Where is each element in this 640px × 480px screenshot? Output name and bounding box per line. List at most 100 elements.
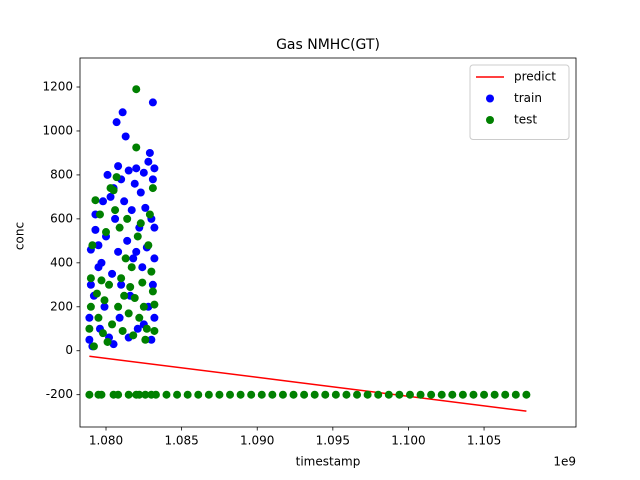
scatter-point [108,320,117,329]
scatter-point [405,390,414,399]
scatter-point [132,143,141,152]
scatter-point [85,324,94,333]
scatter-point [139,302,148,311]
legend-swatch [486,116,494,124]
scatter-point [257,390,266,399]
scatter-point [141,335,150,344]
scatter-point [135,390,144,399]
legend-box [469,64,570,140]
scatter-point [204,390,213,399]
y-tick-label: 1000 [42,123,73,137]
x-tick-label: 1.090 [240,434,274,448]
scatter-point [384,390,393,399]
scatter-point [511,390,520,399]
scatter-point [94,263,103,272]
scatter-point [98,197,107,206]
scatter-point [142,324,151,333]
scatter-point [133,324,142,333]
legend-label: predict [514,70,556,84]
x-offset-label: 1e9 [553,455,576,469]
scatter-point [300,390,309,399]
predict-line [89,355,527,412]
scatter-point [145,210,154,219]
x-axis-label: timestamp [296,455,361,469]
scatter-point [130,293,139,302]
scatter-point [118,108,127,117]
scatter-point [148,98,157,107]
scatter-point [129,254,138,263]
x-tick-label: 1.085 [164,434,198,448]
scatter-point [117,280,126,289]
scatter-point [150,223,159,232]
scatter-point [88,241,97,250]
scatter-point [310,390,319,399]
scatter-point [127,263,136,272]
scatter-point [151,390,160,399]
scatter-point [108,269,117,278]
scatter-point [102,228,111,237]
scatter-point [136,188,145,197]
scatter-point [173,390,182,399]
scatter-point [522,390,531,399]
scatter-point [92,289,101,298]
y-tick-label: 600 [50,211,73,225]
scatter-point [148,184,157,193]
scatter-point [129,331,138,340]
scatter-point [363,390,372,399]
scatter-point [114,390,123,399]
scatter-point [247,390,256,399]
y-tick-label: -200 [46,387,73,401]
scatter-point [114,162,123,171]
scatter-point [86,274,95,283]
x-tick-label: 1.105 [467,434,501,448]
scatter-point [130,179,139,188]
scatter-point [278,390,287,399]
scatter-point [416,390,425,399]
scatter-point [120,197,129,206]
x-tick-label: 1.095 [316,434,350,448]
scatter-point [194,390,203,399]
scatter-point [103,170,112,179]
scatter-point [331,390,340,399]
scatter-point [395,390,404,399]
scatter-point [236,390,245,399]
scatter-point [91,196,100,205]
scatter-point [138,278,147,287]
x-tick-label: 1.100 [391,434,425,448]
scatter-point [123,236,132,245]
scatter-point [353,390,362,399]
scatter-point [111,206,120,215]
scatter-point [97,390,106,399]
scatter-point [121,132,130,141]
scatter-point [91,225,100,234]
scatter-point [97,276,106,285]
plot-area [85,85,531,412]
scatter-point [148,280,157,289]
scatter-point [480,390,489,399]
scatter-point [138,263,147,272]
scatter-point [118,326,127,335]
axes-frame [79,57,577,428]
scatter-point [135,313,144,322]
scatter-point [321,390,330,399]
scatter-point [115,313,124,322]
scatter-point [86,280,95,289]
scatter-point [85,335,94,344]
scatter-point [109,186,118,195]
scatter-point [183,390,192,399]
scatter-point [150,254,159,263]
scatter-point [145,148,154,157]
scatter-point [106,192,115,201]
scatter-point [114,302,123,311]
scatter-point [100,296,109,305]
scatter-point [133,232,142,241]
x-tick-label: 1.080 [89,434,123,448]
scatter-point [150,300,159,309]
scatter-point [94,313,103,322]
scatter-point [126,283,135,292]
scatter-point [111,214,120,223]
scatter-point [448,390,457,399]
scatter-point [123,214,132,223]
scatter-point [490,390,499,399]
legend-label: test [514,113,537,127]
